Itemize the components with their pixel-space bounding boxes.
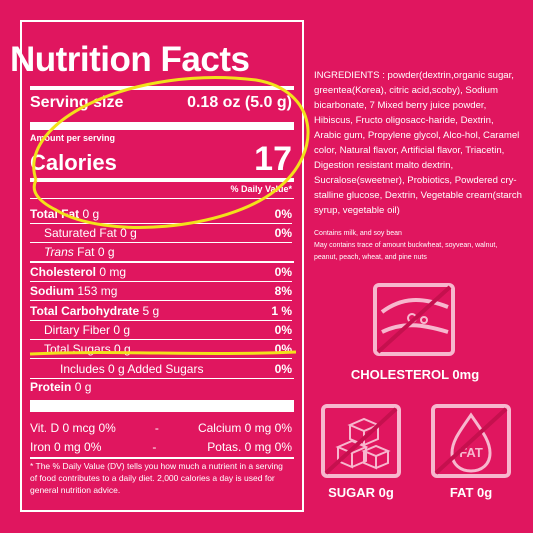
contains-text: Contains milk, and soy bean — [314, 230, 402, 237]
daily-value-header: % Daily Value* — [230, 184, 292, 194]
nutrient-amount: 5 g — [142, 304, 160, 318]
nutrient-label: Protein — [30, 380, 72, 394]
nutrition-facts-title: Nutrition Facts — [10, 40, 250, 79]
fat-section-divider — [30, 261, 294, 263]
nutrient-dv: 0% — [274, 207, 292, 221]
serving-size-label: Serving size — [30, 94, 124, 111]
sugar-badge-label: SUGAR 0g — [328, 485, 394, 500]
protein-divider — [30, 400, 294, 412]
ingredients-text: INGREDIENTS : powder(dextrin,organic sug… — [314, 70, 522, 216]
vitamin-row-1: Vit. D 0 mcg 0% - Calcium 0 mg 0% — [30, 421, 292, 435]
nutrient-amount: 0 g — [82, 207, 100, 221]
nutrient-amount: 0 g — [74, 380, 92, 394]
nutrient-row-protein: Protein 0 g — [30, 378, 292, 396]
cholesterol-free-icon — [373, 283, 455, 356]
vitamin-left: Vit. D 0 mcg 0% — [30, 421, 116, 435]
nutrient-row-dietary-fiber: Dirtary Fiber 0 g 0% — [30, 321, 292, 340]
nutrient-dv: 1 % — [271, 304, 292, 318]
nutrient-row-cholesterol: Cholesterol 0 mg 0% — [30, 263, 292, 282]
nutrient-label: Total Fat — [30, 207, 80, 221]
nutrient-amount: 0 mg — [99, 265, 127, 279]
highlight-strike — [29, 350, 297, 356]
nutrient-amount: 0 g — [97, 245, 115, 259]
nutrient-dv: 8% — [274, 284, 292, 298]
serving-size-value: 0.18 oz (5.0 g) — [187, 94, 292, 111]
nutrient-label: Saturated Fat — [44, 226, 117, 240]
nutrient-label-suffix: Fat — [77, 245, 95, 259]
nutrient-row-saturated-fat: Saturated Fat 0 g 0% — [30, 224, 292, 243]
nutrient-label: Total Carbohydrate — [30, 304, 140, 318]
title-divider — [30, 86, 294, 90]
nutrient-amount: 0 g — [113, 323, 131, 337]
nutrient-label: Sodium — [30, 284, 74, 298]
nutrient-row-total-fat: Total Fat 0 g 0% — [30, 205, 292, 224]
vitamin-right: Potas. 0 mg 0% — [207, 440, 292, 454]
calories-row: Calories 17 — [30, 142, 292, 176]
nutrient-dv: 0% — [274, 226, 292, 240]
calories-value: 17 — [254, 140, 292, 178]
nutrient-row-total-carbohydrate: Total Carbohydrate 5 g 1 % — [30, 302, 292, 321]
vitamin-left: Iron 0 mg 0% — [30, 440, 102, 454]
may-contain-text: May contains trace of amount buckwheat, … — [314, 242, 498, 261]
sugar-section-divider — [30, 378, 294, 379]
cholesterol-badge-label: CHOLESTEROL 0mg — [350, 367, 480, 382]
fat-badge-label: FAT 0g — [449, 485, 493, 500]
nutrient-dv: 0% — [274, 323, 292, 337]
allergen-info: Contains milk, and soy bean May contains… — [314, 228, 520, 264]
calories-divider — [30, 178, 294, 182]
vitamin-sep: - — [152, 440, 157, 454]
nutrient-row-trans-fat: Trans Fat 0 g — [30, 243, 292, 262]
vitamin-right: Calcium 0 mg 0% — [197, 421, 292, 435]
nutrient-dv: 0% — [274, 265, 292, 279]
vitamin-divider — [30, 457, 294, 459]
nutrient-row-sodium: Sodium 153 mg 8% — [30, 282, 292, 301]
nutrient-amount: 153 mg — [77, 284, 118, 298]
nutrient-amount: 0 g — [120, 226, 137, 240]
vitamin-row-2: Iron 0 mg 0% - Potas. 0 mg 0% — [30, 440, 292, 454]
nutrient-label: Includes 0 g Added Sugars — [60, 362, 204, 376]
sugar-free-icon — [321, 404, 401, 478]
nutrient-label: Cholesterol — [30, 265, 97, 279]
nutrient-dv: 0% — [274, 362, 292, 376]
serving-divider — [30, 122, 294, 130]
daily-value-footnote: * The % Daily Value (DV) tells you how m… — [30, 461, 283, 495]
fat-free-icon: FAT — [431, 404, 511, 478]
nutrient-label: Dirtary Fiber — [44, 323, 111, 337]
dv-divider — [30, 198, 294, 199]
nutrient-label: Trans — [44, 245, 74, 259]
vitamin-sep: - — [154, 421, 159, 435]
calories-label: Calories — [30, 150, 117, 175]
serving-size-row: Serving size 0.18 oz (5.0 g) — [30, 94, 292, 112]
nutrition-facts-panel — [20, 20, 304, 512]
